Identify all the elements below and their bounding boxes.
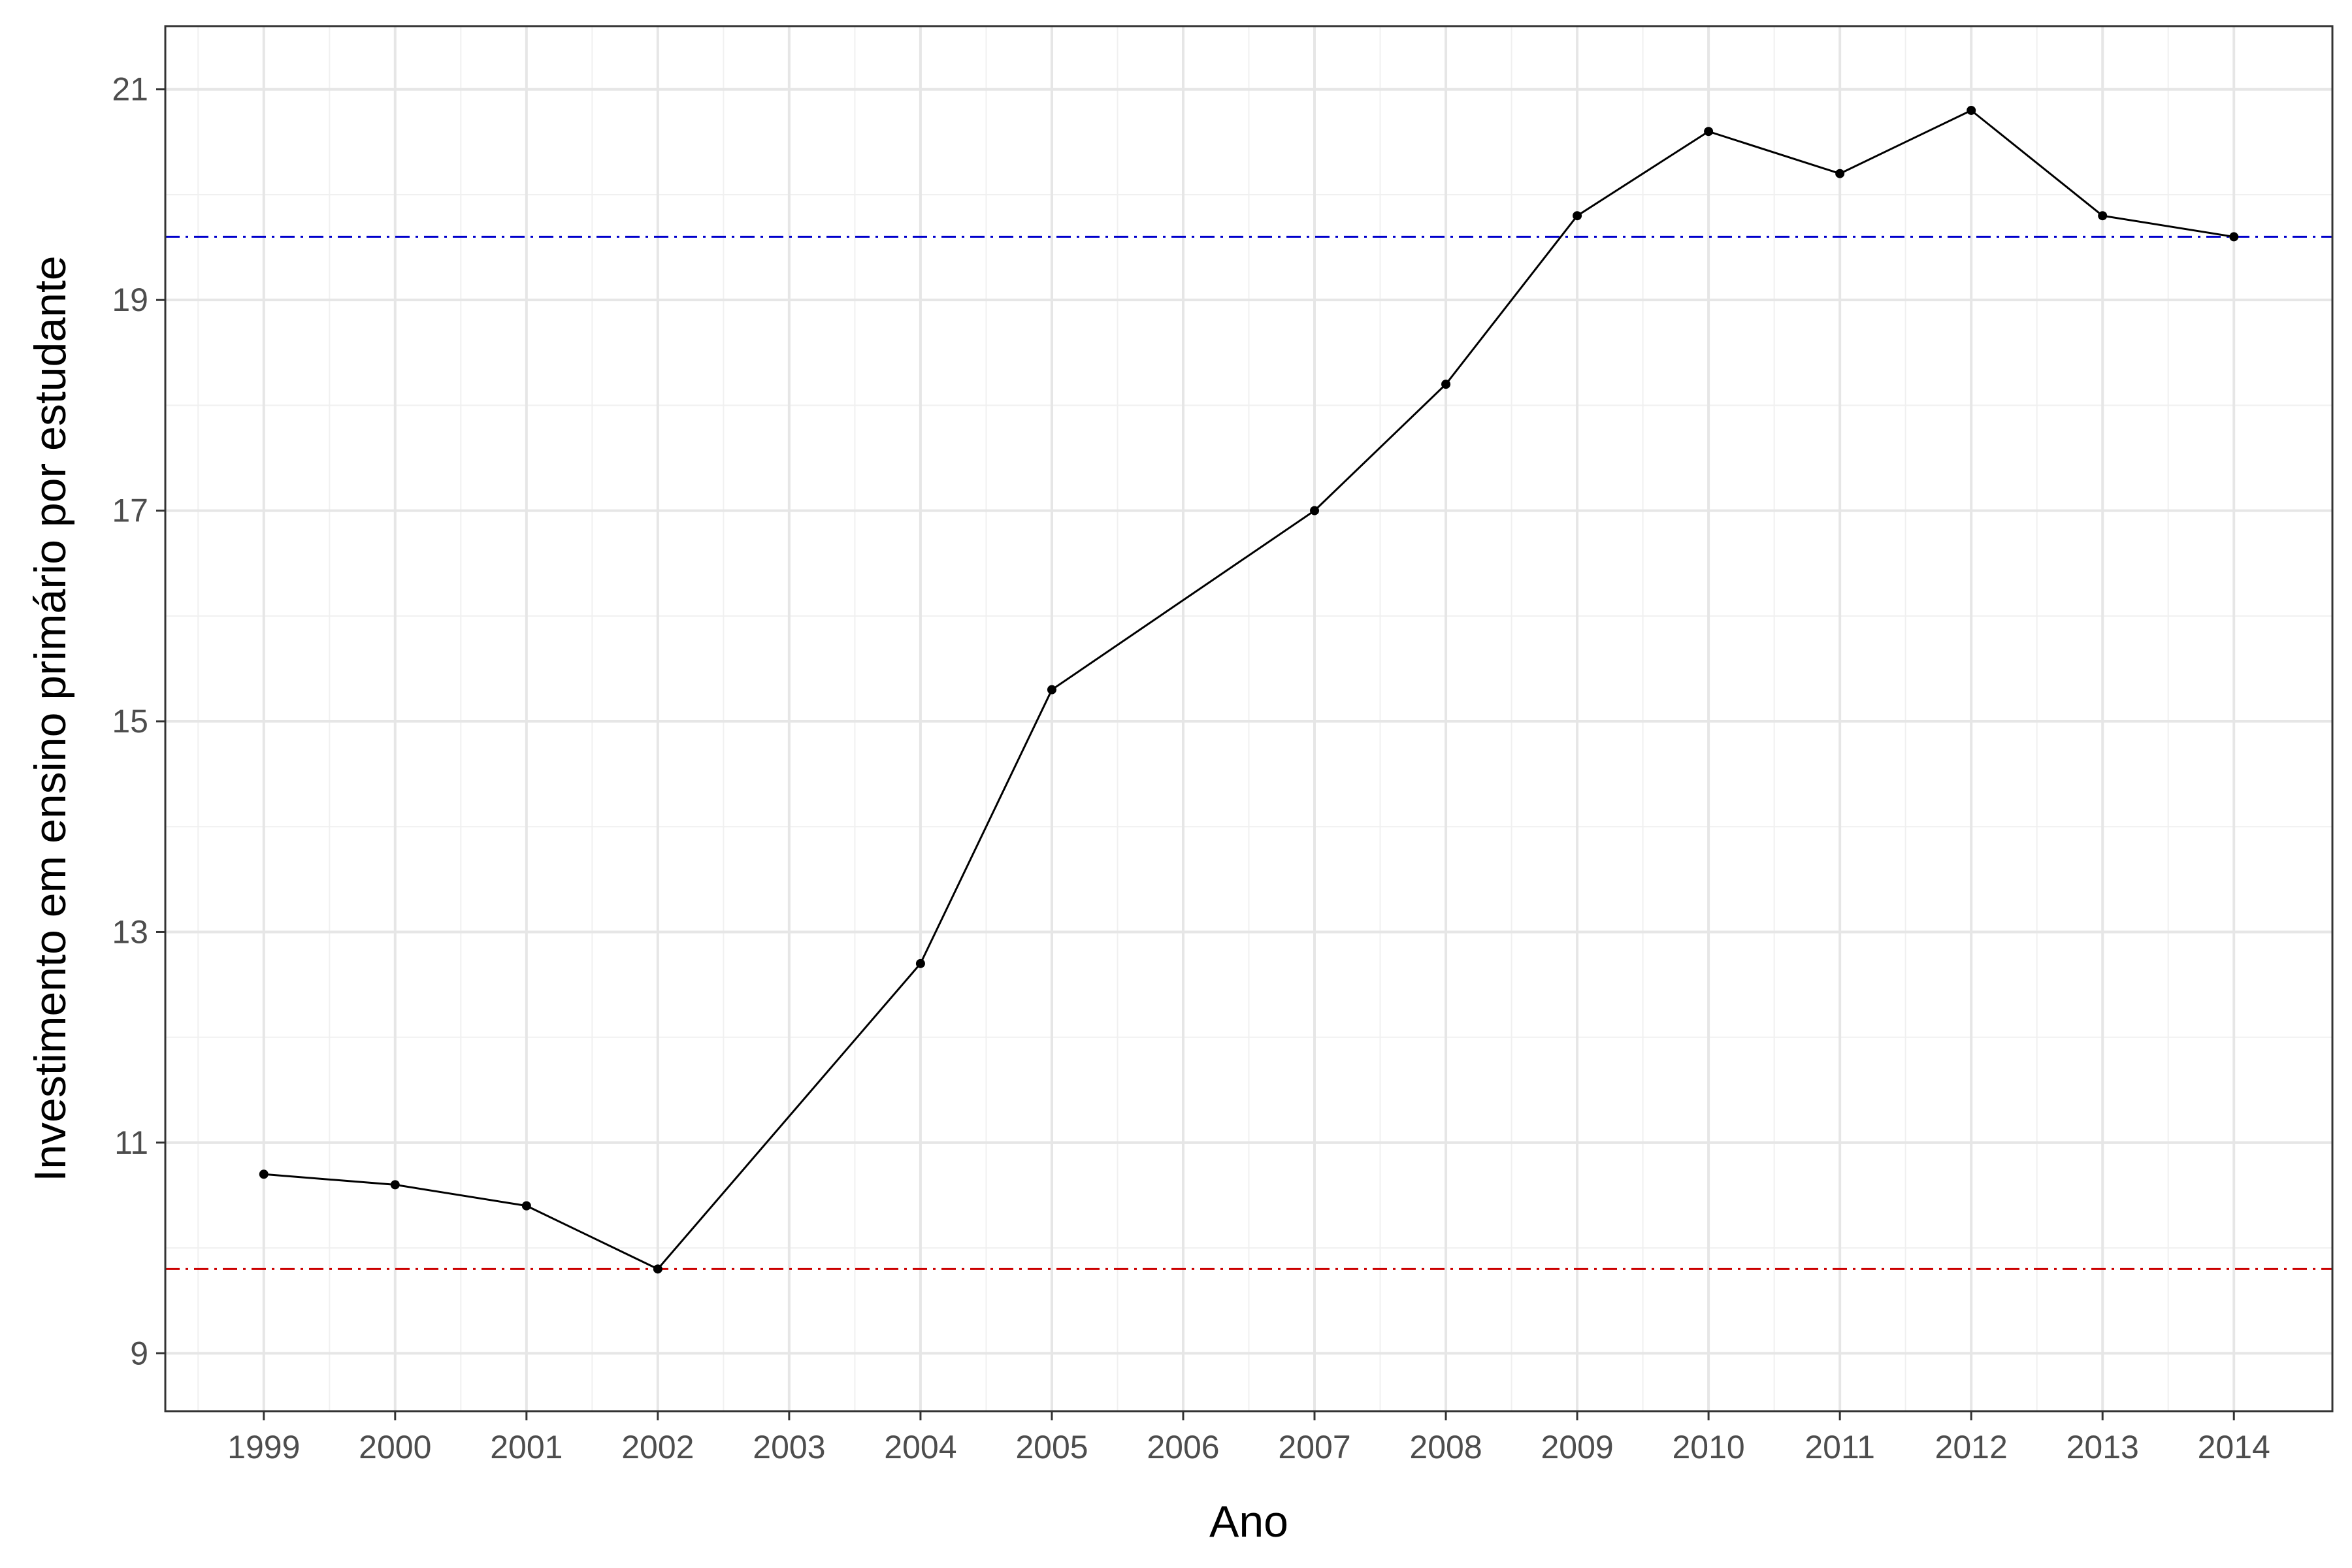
x-tick-label: 2012 [1935, 1429, 2008, 1465]
data-point [2229, 232, 2239, 242]
y-tick-label: 17 [112, 493, 148, 529]
data-point [1967, 105, 1976, 115]
x-tick-label: 2006 [1147, 1429, 1219, 1465]
x-tick-label: 2009 [1541, 1429, 1613, 1465]
data-point [1047, 685, 1056, 694]
grid-lines [165, 26, 2332, 1411]
x-axis-title: Ano [1209, 1497, 1288, 1546]
y-tick-label: 19 [112, 282, 148, 318]
x-tick-label: 2011 [1805, 1429, 1875, 1465]
y-tick-label: 15 [112, 703, 148, 740]
x-tick-label: 2004 [884, 1429, 956, 1465]
data-point [2098, 211, 2108, 221]
y-tick-label: 9 [130, 1335, 148, 1371]
y-axis-title: Investimento em ensino primário por estu… [25, 255, 75, 1181]
data-point [1835, 169, 1845, 178]
data-point [259, 1169, 269, 1179]
data-point [915, 958, 925, 968]
panel-border [164, 25, 2334, 1413]
x-tick-label: 2014 [2198, 1429, 2270, 1465]
x-tick-label: 2000 [359, 1429, 431, 1465]
y-tick-label: 11 [114, 1124, 148, 1161]
x-tick-label: 2008 [1409, 1429, 1482, 1465]
x-tick-label: 2002 [621, 1429, 694, 1465]
data-point [1441, 380, 1451, 389]
x-tick-label: 2010 [1672, 1429, 1744, 1465]
axes: 1999 2000 2001 2002 2003 2004 2005 2006 2007 2008… [112, 71, 2270, 1465]
data-point [1310, 506, 1320, 515]
y-tick-label: 21 [112, 71, 148, 108]
y-tick-label: 13 [112, 913, 148, 950]
x-tick-label: 2003 [753, 1429, 825, 1465]
series-line [263, 109, 2234, 1271]
data-point [390, 1180, 400, 1190]
data-point [1573, 211, 1582, 221]
x-tick-label: 1999 [227, 1429, 300, 1465]
x-tick-label: 2007 [1278, 1429, 1350, 1465]
x-tick-label: 2013 [2066, 1429, 2139, 1465]
data-point [521, 1201, 531, 1211]
data-point [653, 1264, 662, 1274]
data-point [1704, 127, 1714, 137]
x-tick-label: 2001 [490, 1429, 563, 1465]
data-series [259, 105, 2239, 1274]
x-tick-label: 2005 [1015, 1429, 1088, 1465]
